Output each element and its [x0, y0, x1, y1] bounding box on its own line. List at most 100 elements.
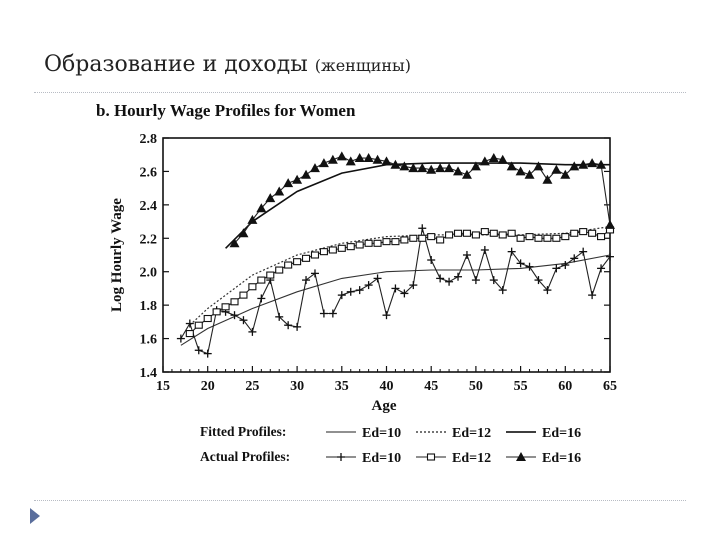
y-tick-label: 2.8 — [140, 132, 158, 147]
point-ed-16 — [578, 159, 589, 169]
point-ed-12 — [328, 246, 337, 254]
point-ed-10 — [275, 312, 284, 321]
point-ed-10 — [355, 286, 364, 295]
point-ed-10 — [373, 274, 382, 283]
point-ed-10 — [445, 277, 454, 286]
legend-fitted-entry: Ed=12 — [452, 426, 491, 441]
point-ed-16 — [318, 158, 329, 168]
point-ed-10 — [471, 276, 480, 285]
x-tick-label: 35 — [335, 379, 349, 394]
x-tick-label: 30 — [290, 379, 304, 394]
y-tick-label: 2.2 — [140, 232, 158, 247]
point-ed-16 — [453, 166, 464, 176]
point-ed-10 — [561, 261, 570, 270]
x-tick-label: 55 — [514, 379, 528, 394]
point-ed-12 — [203, 314, 212, 323]
point-ed-16 — [229, 238, 240, 248]
legend-marker-square — [426, 453, 436, 461]
point-ed-12 — [588, 229, 597, 237]
y-tick-label: 1.6 — [140, 333, 158, 348]
point-ed-16 — [363, 153, 374, 163]
point-ed-10 — [328, 309, 337, 318]
footer-divider — [34, 500, 686, 501]
point-ed-10 — [498, 286, 507, 295]
point-ed-10 — [507, 247, 516, 256]
point-ed-10 — [480, 245, 489, 254]
point-ed-16 — [533, 161, 544, 171]
y-tick-label: 2.4 — [140, 199, 158, 214]
actual-line-ed-12 — [189, 229, 611, 335]
point-ed-16 — [497, 154, 508, 164]
point-ed-12 — [498, 231, 507, 239]
point-ed-12 — [409, 234, 418, 242]
point-ed-16 — [596, 159, 607, 169]
point-ed-12 — [579, 228, 588, 236]
point-ed-16 — [551, 164, 562, 174]
point-ed-12 — [471, 231, 480, 239]
point-ed-12 — [293, 258, 302, 266]
point-ed-10 — [346, 287, 355, 296]
point-ed-16 — [265, 193, 276, 203]
point-ed-16 — [309, 163, 320, 173]
slide-title-main: Образование и доходы — [44, 52, 308, 77]
point-ed-12 — [373, 239, 382, 247]
point-ed-12 — [382, 238, 391, 246]
point-ed-12 — [310, 251, 320, 259]
point-ed-10 — [239, 316, 248, 325]
point-ed-10 — [588, 291, 597, 300]
point-ed-12 — [480, 228, 489, 236]
point-ed-10 — [570, 254, 579, 263]
point-ed-16 — [399, 161, 410, 171]
point-ed-12 — [185, 330, 194, 338]
point-ed-10 — [391, 284, 400, 293]
point-ed-16 — [327, 154, 338, 164]
point-ed-10 — [454, 272, 463, 281]
point-ed-12 — [543, 234, 552, 242]
point-ed-12 — [418, 234, 427, 242]
point-ed-10 — [597, 264, 606, 273]
point-ed-12 — [436, 236, 445, 244]
point-ed-12 — [445, 231, 454, 239]
y-tick-label: 1.8 — [140, 299, 158, 314]
point-ed-12 — [516, 234, 525, 242]
legend-fitted-label: Fitted Profiles: — [200, 424, 286, 439]
point-ed-10 — [364, 281, 373, 290]
point-ed-16 — [488, 153, 499, 163]
point-ed-16 — [247, 214, 258, 224]
fitted-line-ed-10 — [180, 254, 611, 346]
point-ed-10 — [230, 311, 239, 320]
point-ed-12 — [453, 229, 463, 237]
point-ed-10 — [516, 259, 525, 268]
point-ed-16 — [444, 163, 455, 173]
point-ed-16 — [345, 156, 356, 166]
point-ed-12 — [391, 238, 400, 246]
point-ed-12 — [355, 241, 364, 249]
point-ed-12 — [239, 291, 248, 299]
point-ed-10 — [489, 276, 498, 285]
x-tick-label: 65 — [603, 379, 617, 394]
y-tick-label: 1.4 — [140, 366, 158, 381]
point-ed-16 — [390, 159, 401, 169]
legend: Fitted Profiles: Actual Profiles: Ed=10 E… — [200, 424, 581, 466]
point-ed-10 — [436, 274, 445, 283]
point-ed-10 — [310, 269, 319, 278]
point-ed-10 — [462, 251, 471, 259]
point-ed-12 — [400, 236, 409, 244]
point-ed-12 — [427, 233, 436, 241]
point-ed-16 — [542, 174, 553, 184]
point-ed-16 — [408, 163, 419, 173]
title-divider — [34, 92, 686, 93]
legend-actual-entry: Ed=12 — [452, 451, 491, 466]
x-tick-label: 45 — [424, 379, 438, 394]
x-tick-label: 40 — [380, 379, 394, 394]
point-ed-16 — [238, 228, 249, 238]
point-ed-16 — [301, 169, 312, 179]
point-ed-16 — [560, 169, 571, 179]
point-ed-16 — [461, 169, 472, 179]
point-ed-12 — [364, 239, 373, 247]
point-ed-10 — [400, 289, 409, 298]
point-ed-10 — [257, 294, 266, 303]
point-ed-12 — [284, 261, 293, 269]
point-ed-10 — [427, 256, 436, 265]
